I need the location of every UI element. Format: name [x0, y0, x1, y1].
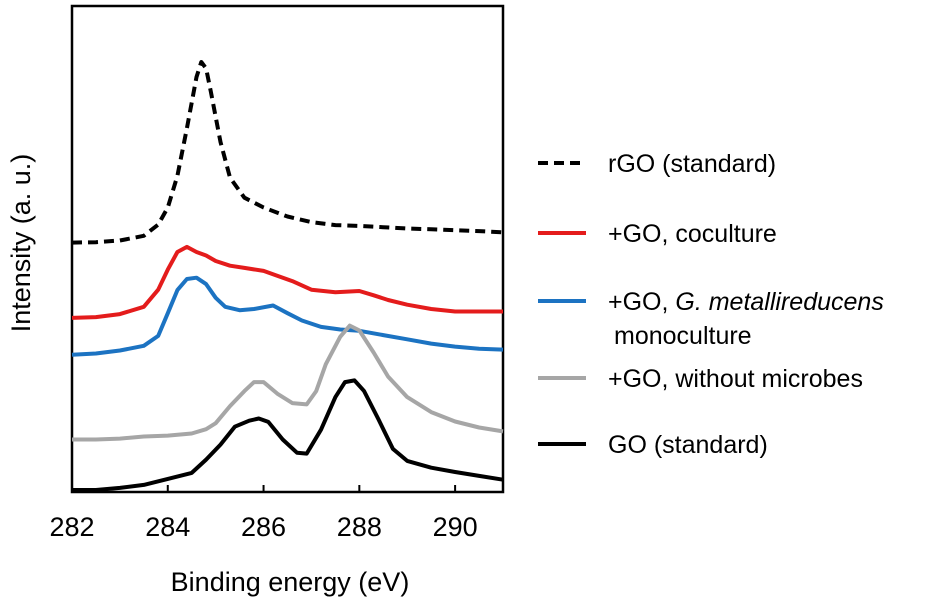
legend-label-monoculture: +GO, G. metallireducens — [608, 288, 884, 316]
x-tick-label: 282 — [49, 512, 94, 542]
legend-label-monoculture-species: G. metallireducens — [675, 288, 883, 316]
x-tick-label: 286 — [241, 512, 286, 542]
y-axis-title: Intensity (a. u.) — [6, 154, 36, 333]
legend-label-coculture: +GO, coculture — [608, 220, 777, 248]
legend-label-monoculture-line2: monoculture — [614, 322, 752, 350]
x-tick-label: 290 — [433, 512, 478, 542]
series-line-monoculture — [71, 275, 504, 357]
x-axis-title: Binding energy (eV) — [171, 567, 410, 597]
series-line-go — [72, 378, 504, 492]
legend-label-monoculture-prefix: +GO, — [608, 288, 675, 316]
x-tick-label: 288 — [337, 512, 382, 542]
legend: rGO (standard) +GO, coculture +GO, G. me… — [538, 150, 884, 459]
series-line-coculture — [71, 244, 503, 320]
plot-frame — [70, 4, 505, 494]
series-line-rgo — [71, 60, 504, 245]
x-tick-label: 284 — [145, 512, 190, 542]
legend-label-rgo: rGO (standard) — [608, 150, 776, 178]
legend-label-without-microbes: +GO, without microbes — [608, 365, 863, 393]
series-line-without-microbes — [72, 323, 504, 442]
x-axis: 282 284 286 288 290 — [49, 485, 478, 542]
series-layer — [71, 60, 504, 492]
legend-label-go: GO (standard) — [608, 431, 768, 459]
